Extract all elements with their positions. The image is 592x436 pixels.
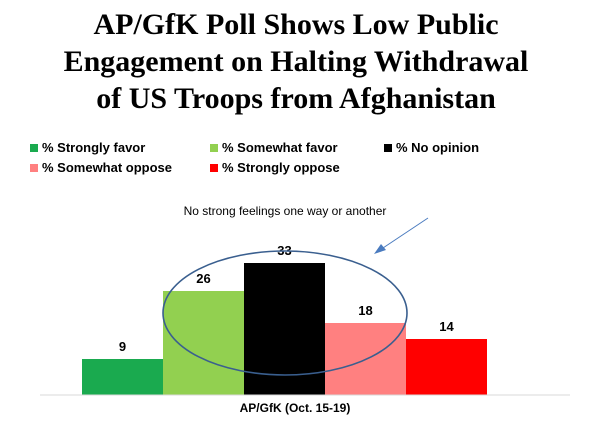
legend-item-somewhat-favor: % Somewhat favor [210, 140, 338, 155]
chart-title: AP/GfK Poll Shows Low Public Engagement … [0, 6, 592, 117]
legend-item-strongly-favor: % Strongly favor [30, 140, 145, 155]
legend-item-somewhat-oppose: % Somewhat oppose [30, 160, 172, 175]
legend-label-somewhat-favor: % Somewhat favor [222, 140, 338, 155]
title-line-2: Engagement on Halting Withdrawal [63, 45, 529, 78]
annotation-ellipse [162, 250, 408, 376]
bar-strongly-oppose [406, 339, 487, 395]
legend-label-somewhat-oppose: % Somewhat oppose [42, 160, 173, 175]
legend-swatch-strongly-oppose [210, 163, 218, 172]
legend-label-strongly-favor: % Strongly favor [42, 140, 146, 155]
data-label-strongly-oppose: 14 [439, 319, 454, 334]
annotation-arrow-line [379, 217, 429, 251]
bar-somewhat-favor [163, 291, 244, 395]
bar-strongly-favor [82, 359, 163, 395]
x-category-label: AP/GfK (Oct. 15-19) [240, 401, 351, 415]
legend-swatch-no-opinion [384, 143, 392, 152]
annotation-text: No strong feelings one way or another [184, 204, 387, 218]
legend-label-strongly-oppose: % Strongly oppose [222, 160, 340, 175]
data-label-somewhat-oppose: 18 [358, 303, 372, 318]
annotation-arrow-head [374, 244, 386, 254]
legend-item-no-opinion: % No opinion [384, 140, 479, 155]
legend-swatch-strongly-favor [30, 143, 38, 152]
title-line-3: of US Troops from Afghanistan [96, 82, 496, 115]
legend-item-strongly-oppose: % Strongly oppose [210, 160, 340, 175]
legend-swatch-somewhat-oppose [30, 163, 38, 172]
legend-label-no-opinion: % No opinion [396, 140, 480, 155]
bars-group [82, 263, 487, 395]
data-label-somewhat-favor: 26 [196, 271, 210, 286]
legend-swatch-somewhat-favor [210, 143, 218, 152]
title-line-1: AP/GfK Poll Shows Low Public [93, 8, 499, 41]
data-label-strongly-favor: 9 [119, 339, 126, 354]
